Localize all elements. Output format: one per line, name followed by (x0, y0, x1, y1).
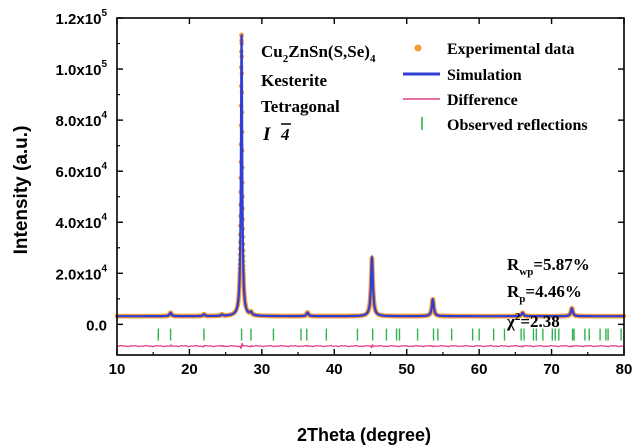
axis-ticks-layer: 10 20 30 40 50 60 70 80 0.0 2.0x104 4.0x104 6.0x104… (56, 8, 633, 378)
y-tick-label: 1.0x105 (56, 59, 108, 79)
x-axis-title: 2Theta (degree) (297, 425, 431, 445)
x-tick-label: 30 (254, 361, 271, 378)
difference-line (116, 342, 625, 350)
y-tick-label: 6.0x104 (56, 161, 108, 181)
space-group-letter: I (262, 124, 271, 145)
simulation-line (117, 34, 624, 318)
rwp-text: Rwp=5.87% (507, 255, 590, 278)
simulation-curve-layer (117, 34, 624, 318)
x-tick-label: 50 (398, 361, 415, 378)
x-tick-label: 80 (616, 361, 633, 378)
legend-label-reflections: Observed reflections (447, 117, 588, 134)
x-tick-label: 70 (543, 361, 560, 378)
y-tick-label: 2.0x104 (56, 263, 108, 283)
legend-marker-experimental (414, 44, 422, 52)
reflection-marks-layer (157, 328, 622, 341)
refinement-stats: Rwp=5.87% Rp=4.46% χ2=2.38 (506, 255, 590, 331)
chi2-text: χ2=2.38 (506, 311, 560, 331)
compound-annotation: Cu2ZnSn(S,Se)4 Kesterite Tetragonal I 4 (261, 42, 376, 145)
legend-label-difference: Difference (447, 92, 518, 109)
x-tick-label: 20 (181, 361, 198, 378)
structure-kesterite: Kesterite (261, 71, 328, 90)
plot-frame (116, 17, 625, 356)
x-tick-label: 40 (326, 361, 343, 378)
structure-tetragonal: Tetragonal (261, 97, 340, 116)
space-group-number: 4 (280, 125, 290, 144)
x-tick-label: 60 (471, 361, 488, 378)
legend-label-simulation: Simulation (447, 67, 522, 84)
y-axis-title: Intensity (a.u.) (11, 126, 32, 255)
y-tick-label: 1.2x105 (56, 8, 108, 28)
y-tick-label: 0.0 (86, 317, 107, 334)
x-tick-label: 10 (109, 361, 126, 378)
y-tick-label: 8.0x104 (56, 110, 108, 130)
rp-text: Rp=4.46% (507, 282, 582, 305)
formula-text: Cu2ZnSn(S,Se)4 (261, 42, 376, 65)
legend-label-experimental: Experimental data (447, 41, 575, 58)
legend: Experimental data Simulation Difference … (403, 41, 588, 134)
difference-curve-layer (116, 342, 625, 350)
y-tick-label: 4.0x104 (56, 212, 108, 232)
